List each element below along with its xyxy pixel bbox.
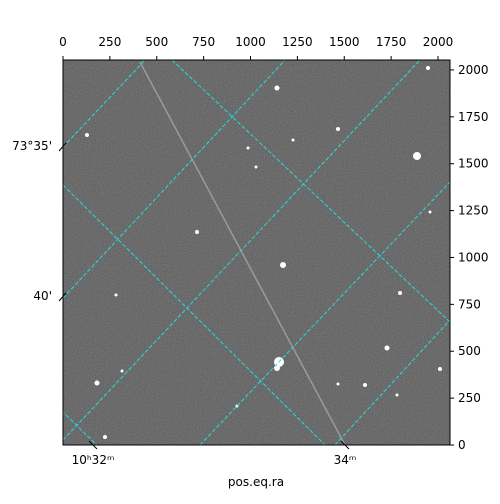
wcs-grid-line <box>334 319 450 445</box>
x-tick-label: 250 <box>98 35 121 49</box>
dec-tick <box>58 142 67 152</box>
x-tick-label: 1500 <box>329 35 360 49</box>
y-tick-label: 500 <box>458 344 481 358</box>
ra-tick-label: 10ʰ32ᵐ <box>72 453 115 467</box>
y-tick-label: 0 <box>458 438 466 452</box>
ra-tick <box>340 440 350 450</box>
wcs-grid-line <box>63 184 326 445</box>
y-tick-label: 1500 <box>458 157 489 171</box>
dec-tick-label: 73°35' <box>12 139 52 153</box>
ra-tick-label: 34ᵐ <box>334 453 357 467</box>
y-tick-label: 250 <box>458 391 481 405</box>
x-tick-label: 1000 <box>235 35 266 49</box>
wcs-grid-line <box>63 60 146 148</box>
x-tick-label: 750 <box>192 35 215 49</box>
x-tick-label: 0 <box>59 35 67 49</box>
x-tick-label: 1750 <box>376 35 407 49</box>
wcs-grid-line <box>63 60 286 299</box>
dec-tick <box>58 292 67 302</box>
image <box>63 60 450 445</box>
dec-tick-label: 40' <box>33 289 52 303</box>
x-tick-label: 500 <box>145 35 168 49</box>
x-tick-label: 2000 <box>423 35 454 49</box>
x-tick-label: 1250 <box>282 35 313 49</box>
wcs-grid-line <box>63 411 98 445</box>
wcs-grid-line <box>63 60 421 441</box>
y-tick-label: 1250 <box>458 204 489 218</box>
ra-tick <box>88 440 98 450</box>
frame <box>62 59 451 446</box>
y-tick-label: 750 <box>458 297 481 311</box>
wcs-grid-line <box>171 60 450 323</box>
wcs-grid-line <box>199 181 450 445</box>
y-tick-label: 1000 <box>458 250 489 264</box>
y-tick-label: 1750 <box>458 110 489 124</box>
x-axis-label: pos.eq.ra <box>228 475 284 489</box>
satellite-streak <box>139 61 346 445</box>
y-tick-label: 2000 <box>458 63 489 77</box>
